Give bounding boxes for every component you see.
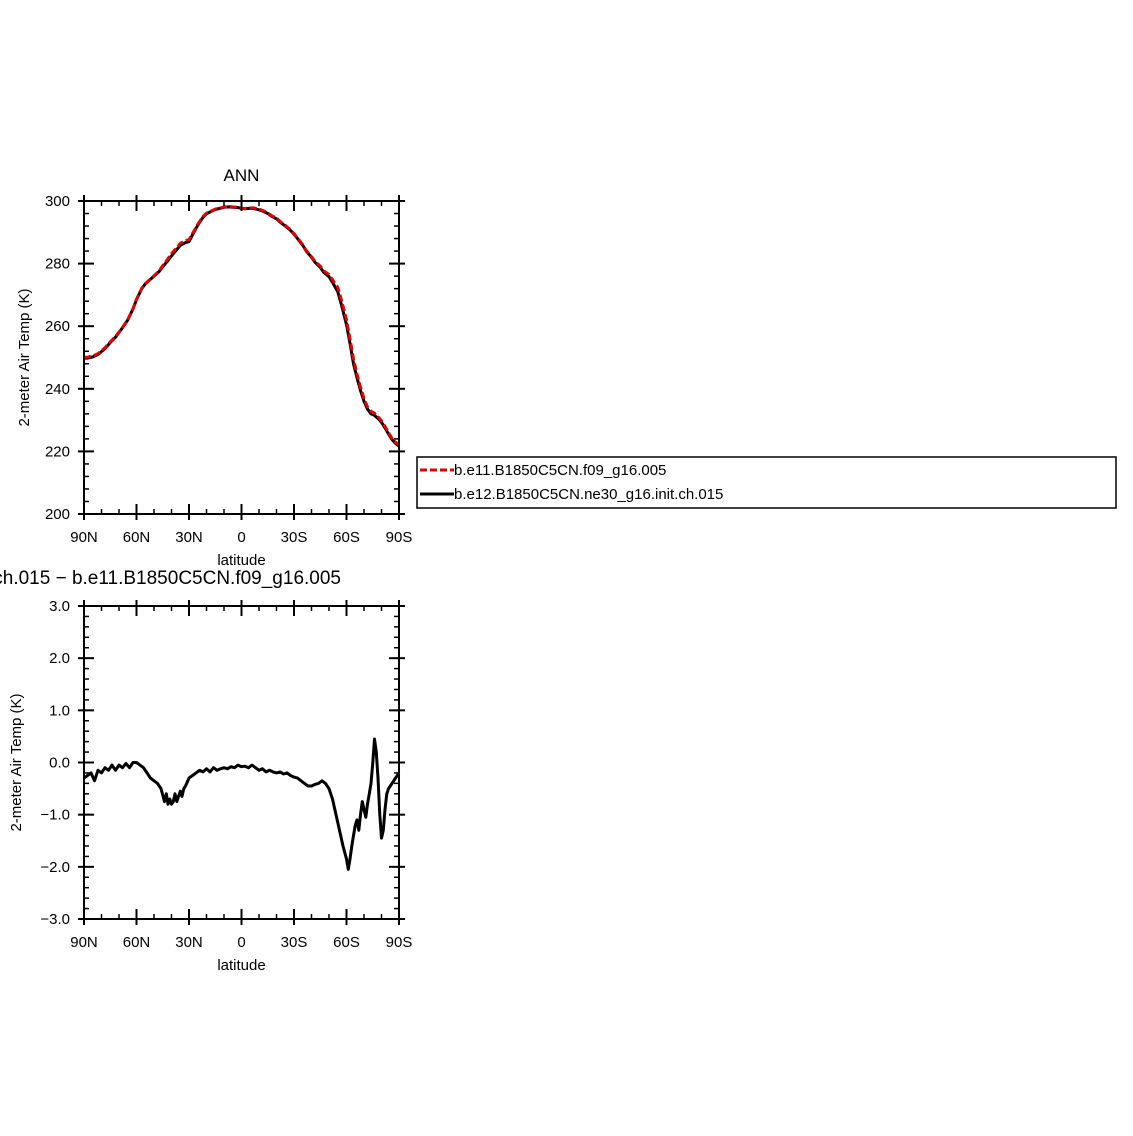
series-line-0 bbox=[84, 205, 400, 448]
x-tick-label: 90N bbox=[70, 529, 98, 546]
y-tick-label: 300 bbox=[45, 193, 70, 210]
y-tick-label: 1.0 bbox=[49, 702, 70, 719]
y-tick-label: −1.0 bbox=[40, 807, 70, 824]
x-tick-label: 60S bbox=[333, 529, 360, 546]
y-tick-label: 220 bbox=[45, 443, 70, 460]
bottom-plot-lines bbox=[83, 737, 401, 871]
y-tick-label: 0.0 bbox=[49, 755, 70, 772]
top-plot-lines bbox=[84, 205, 400, 448]
x-tick-label: 60S bbox=[333, 934, 360, 951]
x-tick-label: 90S bbox=[386, 529, 413, 546]
y-tick-label: −2.0 bbox=[40, 859, 70, 876]
legend-label-model-a: b.e11.B1850C5CN.f09_g16.005 bbox=[454, 462, 666, 479]
y-tick-label: 240 bbox=[45, 381, 70, 398]
legend-label-model-b: b.e12.B1850C5CN.ne30_g16.init.ch.015 bbox=[454, 486, 723, 503]
x-tick-label: 60N bbox=[123, 529, 151, 546]
x-tick-label: 30S bbox=[281, 934, 308, 951]
legend-box bbox=[416, 456, 1117, 509]
x-tick-label: 30N bbox=[175, 934, 203, 951]
y-tick-label: −3.0 bbox=[40, 911, 70, 928]
y-tick-label: 2.0 bbox=[49, 650, 70, 667]
bottom-y-axis-label: 2-meter Air Temp (K) bbox=[8, 693, 25, 831]
y-tick-label: 260 bbox=[45, 318, 70, 335]
x-tick-label: 0 bbox=[237, 529, 245, 546]
top-x-axis-label: latitude bbox=[217, 552, 265, 569]
series-line-0 bbox=[83, 737, 401, 871]
top-y-axis-label: 2-meter Air Temp (K) bbox=[16, 288, 33, 426]
top-panel-title: ANN bbox=[224, 166, 260, 185]
x-tick-label: 90N bbox=[70, 934, 98, 951]
y-tick-label: 3.0 bbox=[49, 598, 70, 615]
x-tick-label: 30N bbox=[175, 529, 203, 546]
y-tick-label: 280 bbox=[45, 256, 70, 273]
panel-difference: b.e12.B1850C5CN.ne30_g16.init.ch.015 − b… bbox=[0, 568, 412, 974]
bottom-x-axis-label: latitude bbox=[217, 957, 265, 974]
panel-annual-temperature: ANN 90N 60N 30N 0 30S 60S 90S 200 220 240 260 280 30… bbox=[16, 166, 412, 569]
x-tick-label: 90S bbox=[386, 934, 413, 951]
legend: b.e11.B1850C5CN.f09_g16.005 b.e12.B1850C… bbox=[416, 456, 1117, 509]
x-tick-label: 0 bbox=[237, 934, 245, 951]
bottom-panel-title: b.e12.B1850C5CN.ne30_g16.init.ch.015 − b… bbox=[0, 568, 341, 589]
y-tick-label: 200 bbox=[45, 506, 70, 523]
bottom-axis-ticks: 90N 60N 30N 0 30S 60S 90S −3.0 −2.0 −1.0 0.0 1.0 2.0… bbox=[40, 598, 412, 951]
x-tick-label: 60N bbox=[123, 934, 151, 951]
series-line-1 bbox=[84, 205, 400, 447]
x-tick-label: 30S bbox=[281, 529, 308, 546]
top-axis-ticks: 90N 60N 30N 0 30S 60S 90S 200 220 240 260 280 300 bbox=[45, 193, 412, 546]
